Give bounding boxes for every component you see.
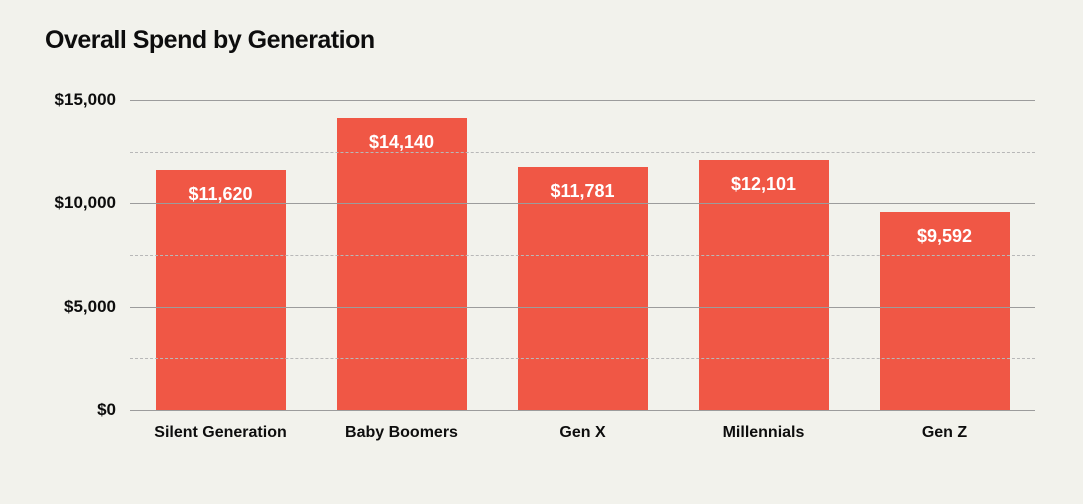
- x-axis: Silent GenerationBaby BoomersGen XMillen…: [130, 424, 1035, 442]
- bar-value-label: $11,620: [188, 184, 252, 205]
- bar: $12,101: [699, 160, 829, 410]
- x-tick-label: Baby Boomers: [311, 424, 492, 442]
- bar: $11,620: [156, 170, 286, 410]
- plot-area: $11,620$14,140$11,781$12,101$9,592 $0$5,…: [130, 100, 1035, 410]
- bar: $14,140: [337, 118, 467, 410]
- chart-container: Overall Spend by Generation $11,620 $14,1…: [0, 0, 1083, 504]
- x-tick-label: Gen X: [492, 424, 673, 442]
- y-tick-label: $5,000: [64, 297, 130, 317]
- y-tick-label: $15,000: [55, 90, 130, 110]
- bar-value-label: $12,101: [731, 174, 796, 195]
- bar-value-label: $11,781: [550, 181, 614, 202]
- x-tick-label: Gen Z: [854, 424, 1035, 442]
- grid-major: [130, 410, 1035, 411]
- bar-value-label: $9,592: [917, 226, 972, 247]
- chart-title: Overall Spend by Generation: [45, 26, 375, 55]
- grid-major: [130, 100, 1035, 101]
- grid-minor: [130, 358, 1035, 359]
- bar-value-label: $14,140: [369, 132, 434, 153]
- y-tick-label: $10,000: [55, 193, 130, 213]
- x-tick-label: Millennials: [673, 424, 854, 442]
- grid-major: [130, 307, 1035, 308]
- grid-minor: [130, 255, 1035, 256]
- x-tick-label: Silent Generation: [130, 424, 311, 442]
- bar: $9,592: [880, 212, 1010, 410]
- grid-minor: [130, 152, 1035, 153]
- grid-major: [130, 203, 1035, 204]
- y-tick-label: $0: [97, 400, 130, 420]
